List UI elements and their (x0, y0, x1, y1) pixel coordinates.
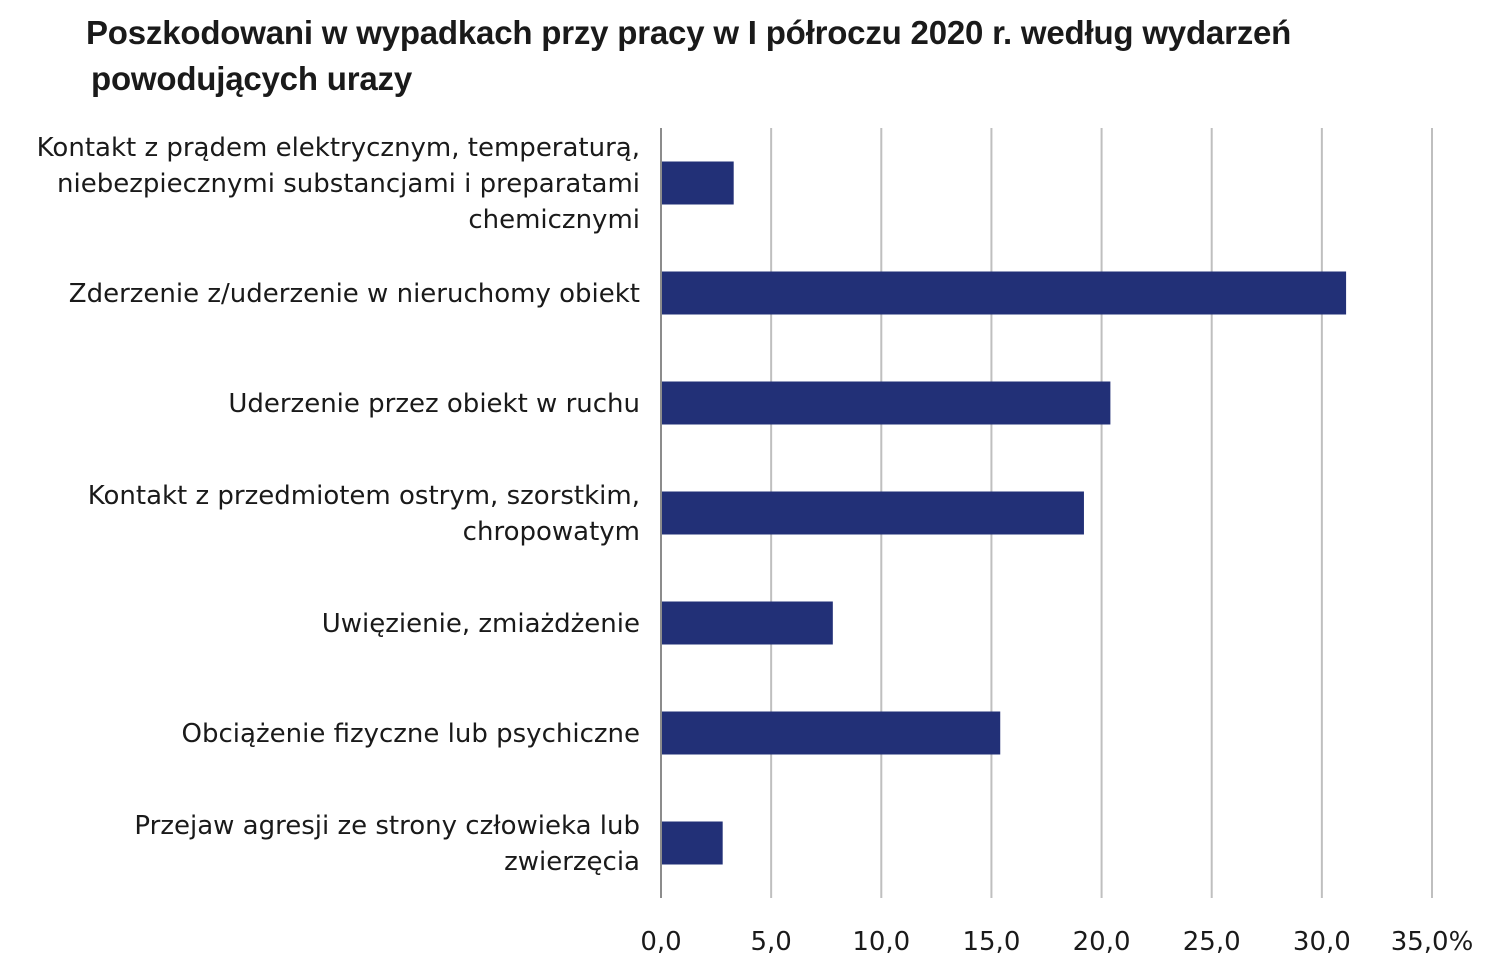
category-label-6-line-0: Przejaw agresji ze strony człowieka lub (134, 811, 640, 841)
category-label-4: Uwięzienie, zmiażdżenie (322, 609, 640, 639)
bar-0 (662, 161, 734, 205)
category-label-2-line-0: Uderzenie przez obiekt w ruchu (228, 389, 640, 419)
x-tick-label-1: 5,0 (750, 927, 791, 957)
category-label-0-line-1: niebezpiecznymi substancjami i preparata… (57, 169, 640, 199)
category-label-3-line-1: chropowatym (463, 517, 640, 547)
category-label-2: Uderzenie przez obiekt w ruchu (228, 389, 640, 419)
chart-title: Poszkodowani w wypadkach przy pracy w I … (86, 10, 1386, 102)
category-label-0-line-0: Kontakt z prądem elektrycznym, temperatu… (37, 133, 640, 163)
bar-2 (662, 381, 1111, 425)
category-label-1: Zderzenie z/uderzenie w nieruchomy obiek… (69, 279, 640, 309)
category-label-0-line-2: chemicznymi (468, 205, 640, 235)
category-label-0: Kontakt z prądem elektrycznym, temperatu… (37, 133, 640, 235)
bar-3 (662, 491, 1084, 535)
category-label-1-line-0: Zderzenie z/uderzenie w nieruchomy obiek… (69, 279, 640, 309)
category-label-5: Obciążenie fizyczne lub psychiczne (182, 719, 640, 749)
bar-1 (662, 271, 1347, 315)
category-label-6-line-1: zwierzęcia (504, 847, 640, 877)
bar-4 (662, 601, 833, 645)
x-tick-label-4: 20,0 (1073, 927, 1131, 957)
x-tick-label-0: 0,0 (640, 927, 681, 957)
category-labels: Kontakt z prądem elektrycznym, temperatu… (37, 133, 640, 877)
x-tick-label-5: 25,0 (1183, 927, 1241, 957)
x-tick-label-2: 10,0 (852, 927, 910, 957)
category-label-5-line-0: Obciążenie fizyczne lub psychiczne (182, 719, 640, 749)
category-label-3-line-0: Kontakt z przedmiotem ostrym, szorstkim, (88, 481, 640, 511)
x-tick-labels: 0,0 5,0 10,0 15,0 20,0 25,0 30,0 35,0% (640, 927, 1473, 957)
chart-title-line-1: Poszkodowani w wypadkach przy pracy w I … (86, 14, 1292, 51)
category-label-3: Kontakt z przedmiotem ostrym, szorstkim,… (88, 481, 640, 547)
chart-title-line-2: powodujących urazy (91, 60, 412, 97)
category-label-6: Przejaw agresji ze strony człowieka lub z… (134, 811, 640, 877)
bar-5 (662, 711, 1001, 755)
bars (662, 161, 1347, 865)
bar-6 (662, 821, 723, 865)
x-tick-label-6: 30,0 (1293, 927, 1351, 957)
category-label-4-line-0: Uwięzienie, zmiażdżenie (322, 609, 640, 639)
x-tick-label-3: 15,0 (962, 927, 1020, 957)
x-tick-label-7: 35,0% (1391, 927, 1474, 957)
